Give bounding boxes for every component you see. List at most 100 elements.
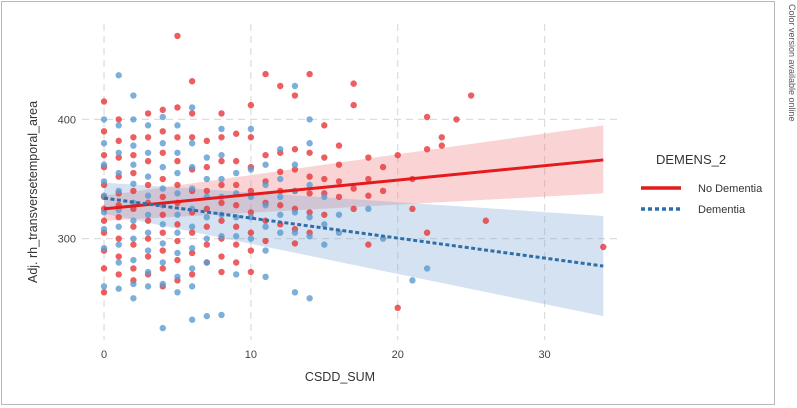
legend: DEMENS_2 No Dementia Dementia — [641, 152, 763, 216]
point-dementia — [115, 285, 122, 292]
point-no-dementia — [365, 241, 372, 248]
point-dementia — [130, 295, 137, 302]
point-no-dementia — [130, 223, 137, 230]
point-no-dementia — [144, 235, 152, 242]
point-no-dementia — [159, 149, 166, 156]
point-no-dementia — [130, 241, 137, 248]
point-no-dementia — [277, 82, 284, 90]
legend-title: DEMENS_2 — [656, 152, 726, 167]
point-no-dementia — [247, 134, 255, 141]
point-no-dementia — [350, 80, 357, 87]
point-dementia — [130, 142, 137, 149]
point-dementia — [159, 324, 166, 332]
point-dementia — [144, 122, 152, 129]
point-dementia — [159, 259, 166, 266]
point-no-dementia — [100, 98, 108, 105]
point-dementia — [130, 217, 137, 224]
point-no-dementia — [174, 221, 181, 228]
point-dementia — [218, 125, 225, 133]
point-no-dementia — [218, 157, 225, 165]
point-no-dementia — [321, 211, 328, 218]
y-axis-label: Adj. rh_transversetemporal_area — [26, 101, 40, 283]
point-no-dementia — [306, 149, 313, 156]
point-no-dementia — [203, 137, 211, 145]
point-dementia — [306, 233, 313, 240]
point-no-dementia — [438, 134, 445, 141]
point-dementia — [144, 173, 152, 180]
point-dementia — [277, 211, 284, 218]
point-dementia — [159, 113, 166, 121]
axes: 0 10 20 30 300 400 — [58, 114, 551, 361]
point-dementia — [144, 211, 152, 218]
point-no-dementia — [203, 241, 211, 248]
point-dementia — [423, 265, 431, 272]
legend-label-no-dementia: No Dementia — [698, 183, 763, 195]
point-dementia — [218, 175, 225, 183]
point-dementia — [159, 185, 166, 192]
point-no-dementia — [291, 240, 299, 247]
regression-lines — [103, 158, 604, 268]
point-dementia — [262, 161, 269, 168]
point-dementia — [262, 202, 269, 209]
point-no-dementia — [159, 265, 166, 272]
point-dementia — [262, 273, 269, 280]
point-no-dementia — [232, 202, 240, 209]
point-no-dementia — [188, 110, 196, 117]
point-dementia — [188, 283, 196, 290]
point-no-dementia — [438, 142, 445, 149]
point-no-dementia — [159, 175, 166, 183]
point-no-dementia — [174, 237, 181, 245]
grid — [82, 24, 618, 340]
point-no-dementia — [306, 190, 313, 197]
point-no-dementia — [321, 154, 328, 161]
point-dementia — [144, 229, 152, 236]
point-dementia — [100, 116, 108, 123]
point-dementia — [232, 271, 240, 278]
point-dementia — [130, 235, 137, 242]
point-no-dementia — [203, 205, 211, 213]
point-no-dementia — [453, 116, 460, 123]
point-no-dementia — [159, 229, 166, 236]
point-no-dementia — [394, 304, 401, 312]
point-no-dementia — [277, 168, 284, 176]
point-dementia — [188, 104, 196, 111]
point-no-dementia — [379, 187, 387, 195]
point-dementia — [100, 244, 108, 252]
point-no-dementia — [600, 243, 607, 251]
x-tick-label: 30 — [538, 349, 550, 361]
point-no-dementia — [130, 265, 137, 272]
point-dementia — [218, 233, 225, 240]
point-dementia — [144, 192, 152, 199]
point-no-dementia — [174, 32, 181, 40]
point-dementia — [203, 175, 211, 183]
point-dementia — [306, 140, 313, 147]
point-no-dementia — [174, 134, 181, 141]
point-no-dementia — [203, 163, 211, 171]
point-no-dementia — [144, 217, 152, 224]
point-no-dementia — [306, 173, 313, 180]
point-no-dementia — [100, 217, 108, 224]
x-tick-label: 20 — [392, 349, 404, 361]
point-no-dementia — [115, 235, 122, 242]
point-dementia — [130, 180, 137, 187]
point-dementia — [144, 149, 152, 156]
x-tick-label: 0 — [101, 349, 107, 361]
point-no-dementia — [174, 104, 181, 111]
point-dementia — [232, 169, 240, 177]
point-dementia — [247, 166, 255, 173]
x-axis-label: CSDD_SUM — [305, 370, 375, 384]
point-no-dementia — [130, 151, 137, 159]
point-dementia — [203, 312, 211, 320]
point-dementia — [174, 289, 181, 296]
point-dementia — [262, 181, 269, 189]
point-dementia — [188, 265, 196, 272]
point-no-dementia — [174, 256, 181, 264]
point-no-dementia — [100, 151, 108, 159]
point-dementia — [291, 161, 299, 168]
point-no-dementia — [247, 247, 255, 254]
point-no-dementia — [232, 130, 240, 137]
point-no-dementia — [115, 213, 122, 221]
legend-label-dementia: Dementia — [698, 204, 746, 216]
point-dementia — [188, 140, 196, 147]
point-no-dementia — [218, 110, 225, 117]
